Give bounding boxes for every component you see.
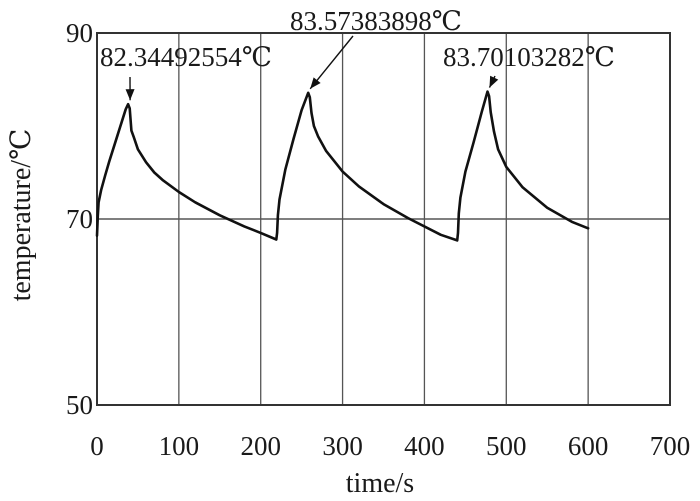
- y-tick-label: 50: [66, 390, 93, 420]
- y-axis-label: temperature/℃: [6, 129, 37, 302]
- temperature-series-line: [95, 90, 590, 242]
- grid: [97, 33, 670, 405]
- x-tick-label: 600: [568, 431, 609, 461]
- y-tick-labels: 50 70 90: [66, 18, 93, 420]
- peak-annotations: 82.34492554℃ 83.57383898℃ 83.70103282℃: [100, 6, 615, 101]
- x-axis-label: time/s: [346, 468, 414, 499]
- x-tick-labels: 0 100 200 300 400 500 600 700: [90, 431, 690, 461]
- x-tick-label: 400: [404, 431, 445, 461]
- peak-annotation-label: 82.34492554℃: [100, 42, 272, 72]
- x-tick-label: 100: [159, 431, 200, 461]
- peak-annotation-label: 83.57383898℃: [290, 6, 462, 36]
- y-tick-label: 90: [66, 18, 93, 48]
- x-tick-label: 700: [650, 431, 691, 461]
- x-tick-label: 500: [486, 431, 527, 461]
- x-tick-label: 300: [322, 431, 363, 461]
- annotation-arrowhead: [310, 77, 321, 89]
- peak-annotation-label: 83.70103282℃: [443, 42, 615, 72]
- x-tick-label: 0: [90, 431, 104, 461]
- annotation-arrow-line: [309, 35, 354, 90]
- annotation-arrowhead: [489, 75, 499, 88]
- y-tick-label: 70: [66, 204, 93, 234]
- annotation-arrowhead: [125, 89, 135, 101]
- x-tick-label: 200: [240, 431, 281, 461]
